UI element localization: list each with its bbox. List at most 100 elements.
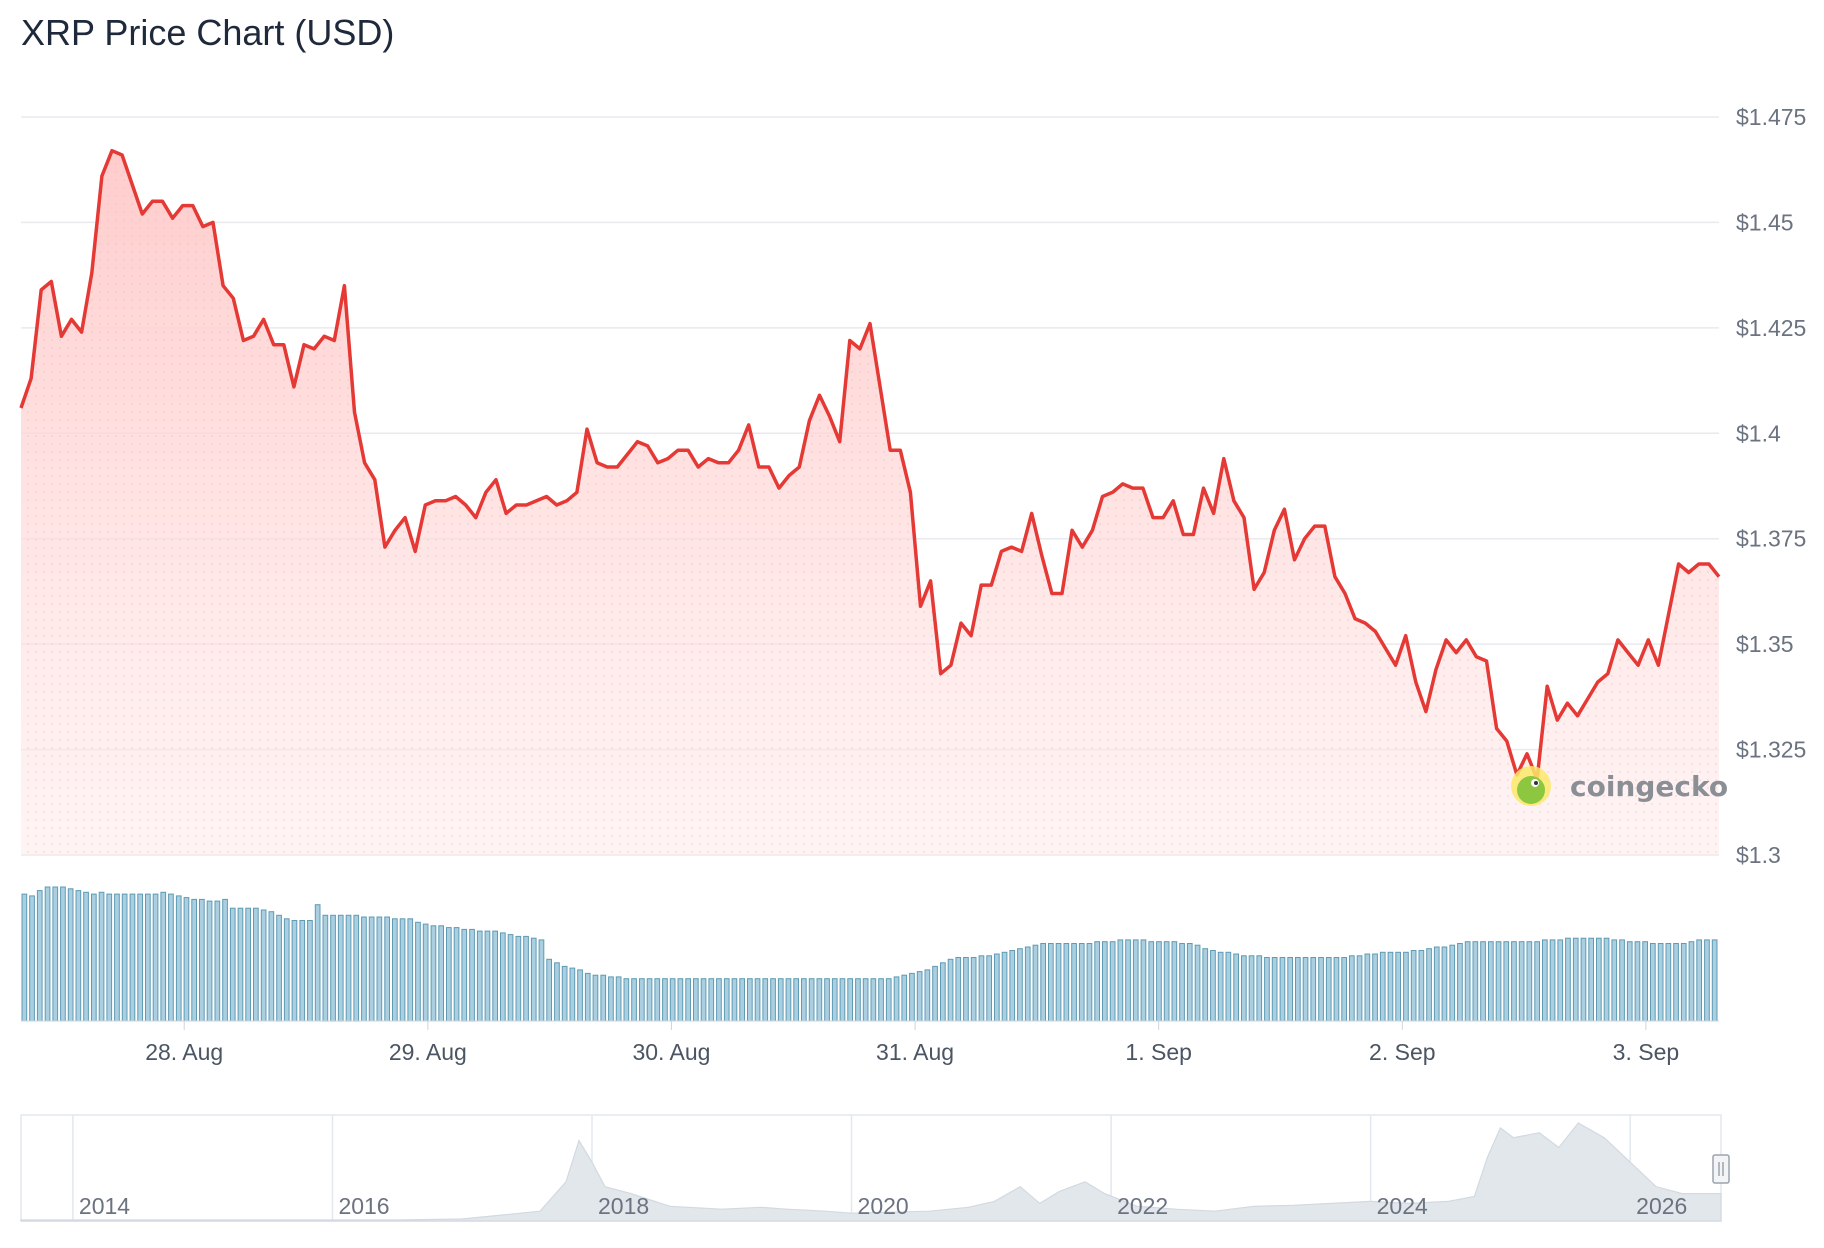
volume-bar: [1078, 943, 1085, 1022]
navigator-handle[interactable]: [1712, 1154, 1730, 1184]
volume-bar: [1179, 943, 1185, 1022]
volume-bar: [592, 974, 599, 1022]
volume-bar: [1325, 957, 1332, 1022]
volume-bar: [855, 978, 861, 1022]
volume-bar: [530, 937, 537, 1022]
volume-bar: [994, 953, 1000, 1022]
navigator-year-label: 2024: [1377, 1193, 1428, 1219]
volume-bar: [839, 978, 846, 1022]
volume-bar: [1094, 941, 1101, 1022]
y-tick-label: $1.3: [1736, 842, 1781, 868]
navigator-year-label: 2014: [79, 1193, 130, 1219]
volume-bar: [577, 969, 583, 1022]
volume-bar: [654, 978, 661, 1022]
volume-bar: [801, 978, 807, 1022]
volume-bar: [253, 907, 259, 1022]
volume-bar: [631, 978, 637, 1022]
volume-bar: [1109, 941, 1116, 1022]
y-tick-label: $1.4: [1736, 420, 1781, 446]
volume-bar: [608, 976, 614, 1022]
navigator-year-label: 2018: [598, 1193, 649, 1219]
volume-bar: [260, 909, 267, 1022]
volume-bar: [847, 978, 853, 1022]
volume-bar: [554, 962, 560, 1022]
volume-bar: [330, 914, 336, 1022]
volume-bar: [91, 893, 97, 1022]
volume-bar: [662, 978, 668, 1022]
volume-bar: [29, 895, 35, 1022]
volume-bar: [1248, 955, 1255, 1022]
volume-bar: [191, 898, 198, 1022]
volume-bar: [114, 893, 120, 1022]
volume-bar: [754, 978, 761, 1022]
volume-bar: [1241, 955, 1247, 1022]
x-axis-labels: 28. Aug 29. Aug 30. Aug 31. Aug 1. Sep 2. Sep…: [145, 1021, 1679, 1065]
volume-bar: [36, 890, 43, 1022]
volume-bar: [1441, 946, 1448, 1022]
volume-bar: [1518, 941, 1525, 1022]
range-navigator[interactable]: 2014 2016 2018 2020 2022 2024 2026: [20, 1114, 1730, 1222]
volume-bar: [1650, 943, 1656, 1022]
volume-bar: [1024, 946, 1031, 1022]
volume-bar: [1140, 939, 1147, 1022]
volume-bar: [1619, 939, 1625, 1022]
volume-bar: [1148, 941, 1155, 1022]
volume-bar: [1217, 951, 1224, 1022]
volume-bar: [700, 978, 707, 1022]
volume-bar: [1488, 941, 1494, 1022]
volume-bar: [145, 893, 151, 1022]
volume-bar: [1696, 939, 1703, 1022]
volume-bar: [1225, 951, 1232, 1022]
coingecko-watermark: coingecko: [1511, 766, 1728, 806]
volume-bar: [1549, 939, 1556, 1022]
volume-bar: [1256, 955, 1263, 1022]
volume-bar: [1156, 941, 1162, 1022]
navigator-year-label: 2016: [338, 1193, 389, 1219]
x-tick-label: 31. Aug: [876, 1039, 954, 1065]
volume-bar: [1372, 953, 1378, 1022]
volume-bar: [870, 978, 877, 1022]
y-tick-label: $1.35: [1736, 631, 1794, 657]
volume-bar: [1040, 943, 1047, 1022]
volume-bar: [1611, 939, 1618, 1022]
volume-bar: [283, 918, 290, 1022]
volume-bar: [129, 893, 136, 1022]
volume-bar: [1302, 957, 1309, 1022]
watermark-text: coingecko: [1570, 770, 1728, 803]
volume-bar: [430, 925, 437, 1022]
volume-bar: [1657, 943, 1664, 1022]
volume-bar: [623, 978, 630, 1022]
volume-bar: [947, 958, 954, 1022]
volume-bar: [716, 978, 722, 1022]
volume-bar: [168, 893, 174, 1022]
volume-bar: [723, 978, 730, 1022]
volume-bar: [384, 916, 390, 1022]
volume-bar: [160, 891, 167, 1022]
volume-bar: [569, 967, 576, 1022]
volume-bar: [1449, 944, 1456, 1022]
volume-bar: [21, 893, 28, 1022]
volume-bar: [677, 978, 684, 1022]
volume-bar: [1271, 957, 1278, 1022]
volume-bar: [314, 904, 321, 1022]
volume-bar: [438, 925, 444, 1022]
volume-bar: [1287, 957, 1294, 1022]
volume-bar: [214, 900, 221, 1022]
price-line[interactable]: [19, 148, 1721, 781]
volume-bar: [785, 978, 792, 1022]
volume-bar: [739, 978, 745, 1022]
volume-bar: [1032, 944, 1039, 1022]
volume-bar: [1001, 951, 1008, 1022]
volume-bar: [492, 930, 498, 1022]
volume-bar: [1665, 943, 1672, 1022]
volume-bar: [901, 974, 908, 1022]
volume-bar: [1364, 953, 1371, 1022]
volume-bar: [222, 898, 228, 1022]
volume-bar: [291, 920, 298, 1022]
volume-bar: [523, 935, 529, 1022]
volume-bar: [407, 918, 414, 1022]
y-tick-label: $1.425: [1736, 315, 1806, 341]
volume-bar: [229, 907, 236, 1022]
chart-title: XRP Price Chart (USD): [21, 12, 395, 53]
